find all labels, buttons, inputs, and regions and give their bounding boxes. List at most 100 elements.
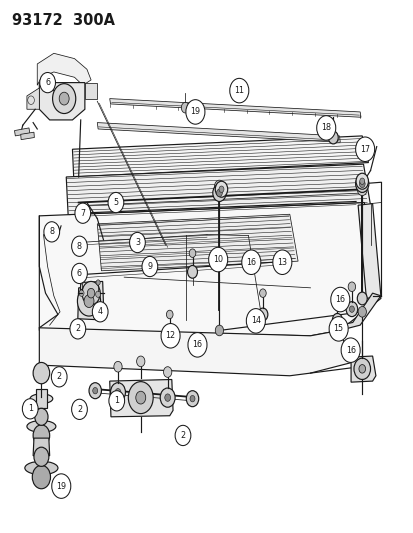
- Text: 19: 19: [56, 482, 66, 490]
- Circle shape: [142, 256, 157, 277]
- Circle shape: [92, 302, 108, 322]
- Circle shape: [32, 465, 50, 489]
- Circle shape: [51, 367, 67, 387]
- Circle shape: [215, 181, 227, 197]
- Text: 93172  300A: 93172 300A: [12, 13, 115, 28]
- Circle shape: [35, 408, 48, 425]
- Circle shape: [175, 425, 190, 446]
- Polygon shape: [66, 164, 370, 219]
- Text: 1: 1: [28, 405, 33, 413]
- Text: 2: 2: [75, 325, 80, 333]
- Circle shape: [164, 394, 170, 401]
- Circle shape: [79, 279, 83, 284]
- Circle shape: [328, 131, 337, 144]
- Polygon shape: [79, 281, 103, 309]
- Circle shape: [82, 281, 100, 305]
- Circle shape: [359, 178, 364, 184]
- Circle shape: [208, 247, 227, 272]
- Circle shape: [71, 399, 87, 419]
- Circle shape: [356, 183, 366, 196]
- Text: 16: 16: [192, 341, 202, 349]
- Ellipse shape: [27, 421, 56, 432]
- Circle shape: [316, 116, 335, 140]
- Circle shape: [52, 84, 76, 114]
- Circle shape: [358, 180, 364, 188]
- Circle shape: [96, 280, 100, 285]
- Text: 8: 8: [77, 242, 82, 251]
- Circle shape: [70, 319, 85, 339]
- Polygon shape: [21, 132, 34, 140]
- Circle shape: [353, 358, 370, 379]
- Text: 3: 3: [135, 238, 140, 247]
- Circle shape: [355, 137, 374, 161]
- Text: 2: 2: [57, 373, 62, 381]
- Circle shape: [161, 324, 180, 348]
- Circle shape: [330, 287, 349, 312]
- Text: 7: 7: [80, 209, 85, 217]
- Text: 8: 8: [49, 228, 54, 236]
- Circle shape: [212, 184, 225, 201]
- Circle shape: [246, 309, 265, 333]
- Circle shape: [347, 282, 355, 292]
- Circle shape: [333, 294, 340, 303]
- Circle shape: [129, 232, 145, 253]
- Polygon shape: [36, 389, 47, 408]
- Polygon shape: [39, 328, 351, 376]
- Circle shape: [75, 203, 90, 223]
- Circle shape: [110, 383, 125, 402]
- Text: 2: 2: [77, 405, 82, 414]
- Text: 18: 18: [320, 124, 330, 132]
- Circle shape: [181, 102, 189, 113]
- Ellipse shape: [25, 462, 58, 475]
- Text: 16: 16: [345, 346, 355, 354]
- Circle shape: [357, 306, 366, 317]
- Polygon shape: [33, 438, 50, 456]
- Circle shape: [166, 310, 173, 319]
- Text: 16: 16: [246, 258, 256, 266]
- Circle shape: [216, 189, 222, 197]
- Circle shape: [79, 290, 84, 296]
- Circle shape: [272, 250, 291, 274]
- Circle shape: [241, 250, 260, 274]
- Polygon shape: [97, 123, 339, 142]
- Circle shape: [33, 362, 50, 384]
- Circle shape: [328, 317, 347, 341]
- Circle shape: [33, 425, 50, 446]
- Polygon shape: [85, 83, 97, 99]
- Polygon shape: [72, 136, 368, 177]
- Polygon shape: [109, 379, 173, 417]
- Polygon shape: [39, 83, 85, 120]
- Circle shape: [136, 356, 145, 367]
- Polygon shape: [27, 88, 39, 109]
- Text: 1: 1: [114, 397, 119, 405]
- Circle shape: [59, 92, 69, 105]
- Polygon shape: [357, 204, 380, 298]
- Circle shape: [358, 365, 365, 373]
- Circle shape: [89, 383, 101, 399]
- Circle shape: [109, 391, 124, 411]
- Circle shape: [214, 180, 224, 193]
- Circle shape: [164, 327, 174, 340]
- Circle shape: [128, 382, 153, 414]
- Circle shape: [187, 265, 197, 278]
- Circle shape: [345, 302, 357, 317]
- Text: 4: 4: [97, 308, 102, 316]
- Circle shape: [115, 389, 121, 396]
- Polygon shape: [39, 203, 380, 336]
- Circle shape: [44, 222, 59, 242]
- Circle shape: [34, 447, 49, 466]
- Polygon shape: [339, 293, 380, 330]
- Circle shape: [340, 338, 359, 362]
- Circle shape: [77, 286, 100, 316]
- Text: 5: 5: [113, 198, 118, 207]
- Circle shape: [257, 308, 267, 321]
- Circle shape: [229, 78, 248, 103]
- Circle shape: [108, 192, 123, 213]
- Text: 2: 2: [180, 431, 185, 440]
- Polygon shape: [37, 53, 91, 85]
- Circle shape: [40, 72, 55, 93]
- Text: 9: 9: [147, 262, 152, 271]
- Circle shape: [355, 175, 368, 192]
- Circle shape: [71, 263, 87, 284]
- Text: 6: 6: [45, 78, 50, 87]
